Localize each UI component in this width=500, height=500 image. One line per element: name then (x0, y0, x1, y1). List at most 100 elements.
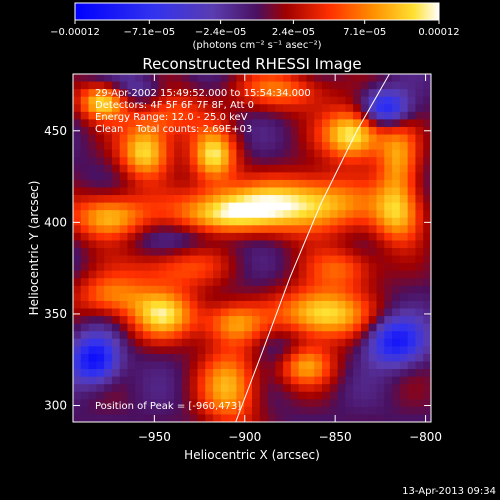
heatmap-cell (407, 172, 417, 181)
heatmap-cell (220, 406, 230, 416)
heatmap-cell (88, 316, 97, 325)
heatmap-cell (197, 187, 206, 196)
heatmap-cell (104, 157, 113, 166)
heatmap-cell (220, 149, 230, 158)
heatmap-cell (228, 384, 238, 393)
heatmap-cell (150, 126, 160, 136)
peak-position-label: Position of Peak = [-960,473] (95, 401, 241, 412)
heatmap-cell (415, 217, 424, 226)
heatmap-cell (111, 391, 121, 400)
heatmap-cell (407, 232, 417, 242)
heatmap-cell (228, 255, 238, 264)
heatmap-cell (228, 96, 238, 105)
heatmap-cell (88, 300, 97, 310)
heatmap-cell (283, 232, 292, 242)
heatmap-cell (337, 202, 346, 211)
heatmap-cell (306, 74, 315, 83)
heatmap-cell (337, 89, 346, 98)
heatmap-cell (384, 119, 393, 128)
heatmap-cell (127, 391, 136, 400)
heatmap-cell (283, 316, 292, 325)
heatmap-cell (368, 414, 378, 422)
heatmap-cell (368, 240, 378, 249)
heatmap-cell (345, 361, 354, 370)
heatmap-cell (384, 270, 393, 279)
heatmap-cell (306, 81, 315, 90)
heatmap-cell (368, 104, 378, 113)
heatmap-cell (220, 338, 230, 347)
heatmap-cell (88, 195, 97, 204)
heatmap-cell (259, 157, 269, 166)
heatmap-cell (275, 384, 284, 393)
heatmap-cell (322, 81, 331, 90)
heatmap-cell (104, 111, 113, 120)
heatmap-cell (73, 308, 82, 317)
colorbar-tick-label: 0.00012 (418, 27, 459, 38)
heatmap-cell (322, 391, 331, 400)
heatmap-cell (158, 399, 167, 408)
heatmap-cell (376, 210, 385, 219)
heatmap-cell (298, 179, 308, 189)
heatmap-cell (135, 270, 144, 279)
heatmap-cell (174, 240, 183, 249)
heatmap-cell (384, 179, 393, 189)
heatmap-cell (127, 255, 136, 264)
heatmap-cell (267, 157, 276, 166)
heatmap-cell (150, 96, 160, 105)
heatmap-cell (213, 195, 222, 204)
heatmap-cell (376, 81, 385, 90)
heatmap-cell (236, 149, 245, 158)
heatmap-cell (73, 293, 82, 302)
heatmap-cell (119, 172, 129, 181)
heatmap-cell (384, 217, 393, 226)
heatmap-cell (150, 172, 160, 181)
heatmap-cell (88, 240, 97, 249)
heatmap-cell (384, 399, 393, 408)
heatmap-cell (104, 240, 113, 249)
heatmap-cell (283, 331, 292, 340)
heatmap-cell (135, 248, 144, 257)
heatmap-cell (392, 217, 401, 226)
heatmap-cell (314, 369, 323, 378)
heatmap-cell (236, 225, 245, 234)
heatmap-cell (376, 338, 385, 347)
heatmap-cell (213, 263, 222, 272)
heatmap-cell (96, 406, 105, 416)
heatmap-cell (360, 179, 370, 189)
heatmap-cell (205, 308, 214, 317)
heatmap-cell (283, 157, 292, 166)
heatmap-cell (104, 96, 113, 105)
heatmap-cell (314, 278, 323, 287)
heatmap-cell (73, 391, 82, 400)
heatmap-cell (135, 232, 144, 242)
heatmap-cell (415, 157, 424, 166)
heatmap-cell (275, 414, 284, 422)
heatmap-cell (298, 96, 308, 105)
heatmap-cell (353, 210, 362, 219)
heatmap-cell (384, 278, 393, 287)
heatmap-cell (166, 232, 175, 242)
heatmap-cell (368, 134, 378, 143)
heatmap-cell (275, 255, 284, 264)
heatmap-cell (220, 126, 230, 136)
heatmap-cell (174, 179, 183, 189)
heatmap-cell (267, 210, 276, 219)
heatmap-cell (314, 96, 323, 105)
heatmap-cell (189, 134, 199, 143)
heatmap-cell (166, 210, 175, 219)
heatmap-cell (104, 270, 113, 279)
heatmap-cell (290, 346, 300, 355)
heatmap-cell (298, 232, 308, 242)
heatmap-cell (399, 399, 409, 408)
heatmap-cell (104, 210, 113, 219)
heatmap-cell (174, 119, 183, 128)
heatmap-cell (96, 126, 105, 136)
heatmap-cell (267, 202, 276, 211)
heatmap-cell (360, 225, 370, 234)
heatmap-cell (197, 202, 206, 211)
heatmap-cell (345, 255, 354, 264)
heatmap-cell (306, 263, 315, 272)
heatmap-cell (88, 263, 97, 272)
heatmap-cell (111, 142, 121, 151)
heatmap-cell (252, 248, 261, 257)
